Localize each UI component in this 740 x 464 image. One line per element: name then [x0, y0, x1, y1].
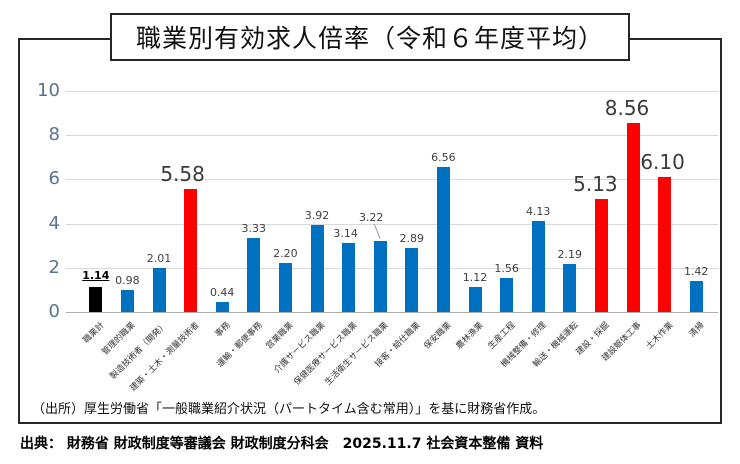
source-note: （出所）厚生労働省「一般職業紹介状況（パートタイム含む常用）」を基に財務省作成。: [32, 402, 546, 417]
bar: [658, 177, 672, 312]
chart-box: 0 2 4 6 8 10 1.14 職業計 0.98 管理的職業 2.01 製造技術者（開発） 5.58…: [18, 38, 722, 424]
bar: [278, 263, 292, 312]
bar: [436, 167, 450, 312]
gridline: [66, 91, 718, 92]
bar-value-label: 6.10: [640, 150, 685, 175]
gridline: [66, 223, 718, 225]
bar-value-label: 3.14: [333, 226, 358, 240]
bar-value-label: 0.98: [115, 274, 140, 288]
bar: [215, 302, 229, 312]
bar: [468, 287, 482, 312]
bar: [120, 290, 134, 312]
plot-area: 0 2 4 6 8 10 1.14 職業計 0.98 管理的職業 2.01 製造技術者（開発） 5.58…: [20, 40, 720, 422]
bar: [152, 267, 166, 312]
gridline: [66, 267, 718, 269]
bar: [405, 248, 419, 312]
bar: [626, 122, 640, 312]
bar-value-label: 1.14: [82, 268, 110, 282]
x-axis-line: [66, 312, 718, 313]
bar: [689, 280, 703, 312]
bar-value-label: 4.13: [525, 204, 551, 218]
bar-value-label: 3.92: [304, 209, 330, 223]
y-axis-tick-label: 2: [48, 256, 60, 278]
y-axis-tick-label: 6: [48, 168, 60, 190]
x-axis-label: 清掃: [687, 320, 707, 340]
bar: [247, 238, 261, 312]
x-axis-label: 土木作業: [643, 320, 676, 352]
y-axis-tick-label: 10: [37, 80, 60, 101]
bar: [184, 188, 198, 312]
bar: [531, 220, 545, 312]
bar-value-label: 2.20: [273, 247, 298, 261]
gridline: [66, 135, 718, 137]
bar-value-label: 2.19: [557, 247, 583, 261]
bar-value-label: 2.89: [399, 232, 425, 246]
leader-line: [373, 223, 381, 240]
gridline: [66, 179, 718, 181]
bar-value-label: 3.33: [241, 222, 267, 236]
bar-value-label: 8.56: [604, 95, 650, 120]
y-axis-tick-label: 8: [48, 124, 60, 146]
caption: 出典： 財務省 財政制度等審議会 財政制度分科会 2025.11.7 社会資本整…: [20, 436, 544, 452]
bar: [500, 277, 514, 312]
bar-value-label: 3.22: [358, 210, 384, 224]
bar: [310, 225, 324, 312]
bar-value-label: 1.42: [683, 264, 709, 278]
bar: [563, 263, 577, 312]
bar-value-label: 1.56: [494, 261, 519, 275]
bar: [89, 286, 103, 312]
y-axis-tick-label: 4: [48, 212, 60, 234]
x-axis-label: 建設躯体工事: [600, 320, 644, 364]
bar-value-label: 5.58: [160, 161, 205, 186]
bar-value-label: 2.01: [146, 251, 172, 265]
bar: [373, 240, 387, 312]
bar-value-label: 6.56: [431, 151, 456, 165]
y-axis-tick-label: 0: [48, 301, 60, 322]
chart-title: 職業別有効求人倍率（令和６年度平均）: [109, 13, 631, 61]
bar-value-label: 5.13: [573, 171, 618, 196]
bar: [342, 242, 356, 312]
bar-value-label: 1.12: [462, 271, 488, 285]
bar: [594, 198, 608, 312]
bar-value-label: 0.44: [209, 286, 235, 300]
